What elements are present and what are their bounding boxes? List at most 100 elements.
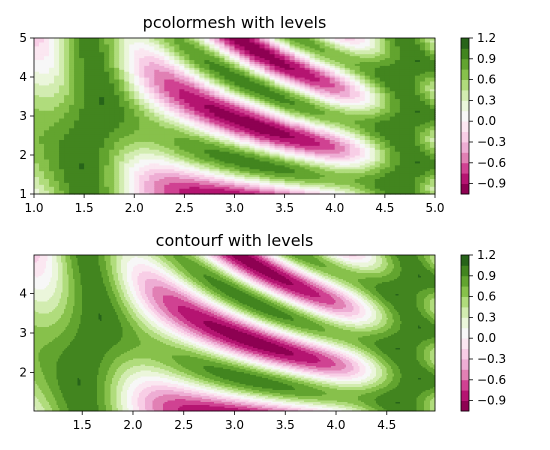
- mesh-cell: [94, 149, 100, 152]
- mesh-cell: [109, 190, 115, 193]
- mesh-cell: [109, 145, 115, 148]
- mesh-cell: [109, 160, 115, 164]
- mesh-cell: [89, 174, 95, 178]
- mesh-cell: [49, 39, 55, 43]
- mesh-cell: [44, 75, 50, 78]
- mesh-cell: [109, 149, 115, 152]
- mesh-cell: [94, 116, 100, 119]
- mesh-cell: [59, 188, 65, 191]
- mesh-cell: [104, 78, 110, 82]
- mesh-cell: [74, 51, 80, 55]
- mesh-cell: [34, 108, 40, 111]
- mesh-cell: [54, 110, 60, 113]
- mesh-cell: [39, 41, 45, 45]
- mesh-cell: [64, 51, 70, 55]
- mesh-cell: [44, 84, 50, 88]
- mesh-cell: [64, 162, 70, 166]
- mesh-cell: [69, 75, 75, 78]
- mesh-cell: [44, 188, 50, 191]
- mesh-cell: [39, 168, 45, 172]
- mesh-cell: [34, 147, 40, 150]
- mesh-cell: [94, 119, 100, 123]
- mesh-cell: [44, 172, 50, 176]
- mesh-cell: [49, 178, 55, 181]
- mesh-cell: [99, 112, 105, 115]
- mesh-cell: [64, 172, 70, 176]
- mesh-cell: [94, 123, 100, 127]
- mesh-cell: [84, 88, 90, 92]
- mesh-cell: [104, 47, 110, 51]
- mesh-cell: [94, 170, 100, 174]
- mesh-cell: [59, 53, 65, 57]
- mesh-cell: [84, 135, 90, 139]
- mesh-cell: [49, 129, 55, 133]
- mesh-cell: [69, 88, 75, 92]
- mesh-cell: [49, 55, 55, 59]
- mesh-cell: [94, 166, 100, 170]
- mesh-cell: [44, 158, 50, 162]
- mesh-cell: [64, 98, 70, 101]
- mesh-cell: [59, 184, 65, 187]
- mesh-cell: [114, 184, 120, 187]
- mesh-cell: [59, 166, 65, 170]
- mesh-cell: [34, 125, 40, 129]
- mesh-cell: [64, 71, 70, 74]
- mesh-cell: [34, 61, 40, 64]
- mesh-cell: [79, 65, 85, 68]
- mesh-cell: [74, 160, 80, 164]
- mesh-cell: [114, 135, 120, 139]
- mesh-cell: [109, 38, 115, 41]
- mesh-cell: [49, 47, 55, 51]
- mesh-cell: [79, 192, 85, 195]
- mesh-cell: [99, 55, 105, 59]
- mesh-cell: [99, 75, 105, 78]
- mesh-cell: [94, 55, 100, 59]
- mesh-cell: [74, 73, 80, 76]
- mesh-cell: [94, 184, 100, 187]
- mesh-cell: [34, 160, 40, 164]
- mesh-cell: [94, 77, 100, 80]
- mesh-cell: [84, 90, 90, 94]
- mesh-cell: [54, 49, 60, 53]
- mesh-cell: [94, 129, 100, 133]
- mesh-cell: [69, 59, 75, 62]
- mesh-cell: [54, 80, 60, 84]
- mesh-cell: [99, 186, 105, 189]
- mesh-cell: [44, 41, 50, 45]
- mesh-cell: [59, 141, 65, 144]
- mesh-cell: [94, 86, 100, 90]
- mesh-cell: [84, 75, 90, 78]
- mesh-cell: [69, 106, 75, 109]
- mesh-cell: [34, 158, 40, 162]
- mesh-cell: [44, 192, 50, 195]
- mesh-cell: [89, 137, 95, 140]
- mesh-cell: [114, 139, 120, 142]
- mesh-cell: [99, 43, 105, 47]
- mesh-cell: [39, 86, 45, 90]
- mesh-cell: [74, 61, 80, 64]
- mesh-cell: [79, 133, 85, 137]
- mesh-cell: [79, 63, 85, 66]
- mesh-cell: [59, 137, 65, 140]
- mesh-cell: [89, 129, 95, 133]
- mesh-cell: [89, 184, 95, 187]
- mesh-cell: [99, 116, 105, 119]
- mesh-cell: [54, 184, 60, 187]
- mesh-cell: [54, 45, 60, 49]
- mesh-cell: [89, 170, 95, 174]
- mesh-cell: [44, 59, 50, 62]
- mesh-cell: [104, 45, 110, 49]
- mesh-cell: [69, 82, 75, 86]
- mesh-cell: [59, 43, 65, 47]
- mesh-cell: [54, 104, 60, 107]
- mesh-cell: [84, 151, 90, 154]
- mesh-cell: [34, 180, 40, 183]
- mesh-cell: [79, 82, 85, 86]
- mesh-cell: [74, 119, 80, 123]
- mesh-cell: [99, 153, 105, 156]
- mesh-cell: [94, 78, 100, 82]
- mesh-cell: [59, 117, 65, 121]
- mesh-cell: [54, 149, 60, 152]
- mesh-cell: [34, 188, 40, 191]
- mesh-cell: [54, 47, 60, 51]
